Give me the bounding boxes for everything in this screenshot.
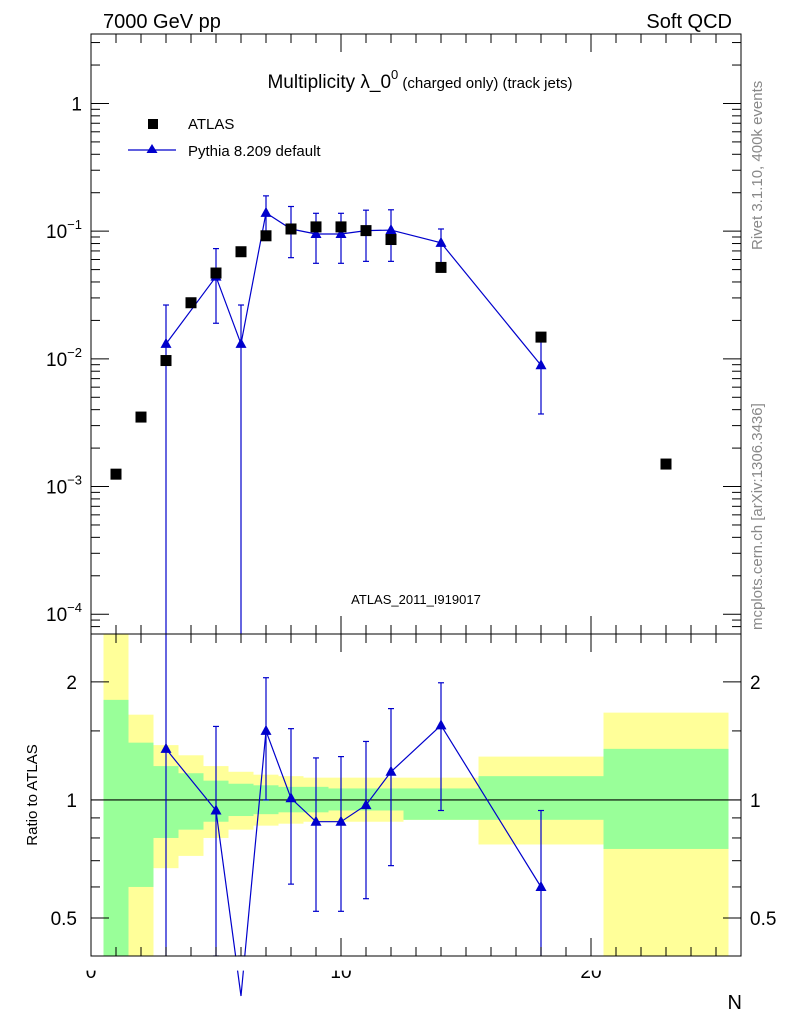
top-axis-ticks: 1 10−1 10−2 10−3 10−4	[46, 34, 742, 635]
header-right: Soft QCD	[646, 11, 732, 33]
ratio-green-band-1	[128, 742, 154, 887]
pythia-main-point	[160, 337, 172, 348]
atlas-point	[210, 267, 222, 279]
atlas-point	[160, 355, 172, 367]
plot-title-suffix: (charged only) (track jets)	[398, 75, 572, 92]
legend: ATLAS Pythia 8.209 default	[128, 116, 321, 160]
top-y-tick-label-3: 10−3	[46, 473, 82, 499]
atlas-point	[535, 331, 547, 343]
ratio-y-tick-label-left-0: 0.5	[51, 909, 77, 930]
pythia-ratio-point	[285, 792, 297, 803]
pythia-ratio-point	[260, 724, 272, 735]
ratio-plot-frame	[90, 633, 742, 957]
ratio-bottom-mask	[0, 956, 786, 971]
legend-marker-pythia	[146, 144, 158, 153]
ratio-y-tick-label-right-2: 2	[750, 673, 761, 694]
source-label: mcplots.cern.ch [arXiv:1306.3436]	[749, 403, 766, 630]
atlas-point	[660, 458, 672, 470]
chart-marks	[0, 195, 786, 997]
pythia-main-point	[235, 337, 247, 348]
pythia-ratio-point	[335, 815, 347, 826]
atlas-point	[360, 225, 372, 237]
atlas-point	[385, 234, 397, 246]
atlas-point	[335, 221, 347, 233]
pythia-main-point	[260, 206, 272, 217]
pythia-ratio-point	[210, 804, 222, 815]
plot-title-main: Multiplicity λ_0	[267, 72, 391, 93]
top-y-tick-label-4: 10−4	[46, 600, 82, 626]
pythia-main-point	[335, 228, 347, 239]
pythia-ratio-point	[310, 815, 322, 826]
ratio-green-band-14	[603, 748, 729, 849]
atlas-point	[285, 223, 297, 235]
pythia-ratio-point	[360, 799, 372, 810]
atlas-point	[435, 261, 447, 273]
atlas-point	[260, 230, 272, 242]
pythia-main-point	[535, 359, 547, 370]
plot-title: Multiplicity λ_00 (charged only) (track …	[267, 67, 572, 93]
legend-label-pythia: Pythia 8.209 default	[188, 143, 321, 160]
header-left: 7000 GeV pp	[103, 11, 221, 33]
ratio-x-tick-label-0: 0	[86, 962, 97, 983]
ratio-y-tick-label-right-0: 0.5	[750, 909, 776, 930]
pythia-main-point	[385, 224, 397, 235]
ratio-green-band-3	[178, 773, 204, 830]
ratio-y-tick-label-left-2: 2	[66, 673, 77, 694]
top-y-tick-label-0: 1	[71, 94, 82, 115]
top-y-tick-label-2: 10−2	[46, 345, 82, 371]
ratio-y-tick-label-right-1: 1	[750, 791, 761, 812]
ratio-y-tick-label-left-1: 1	[66, 791, 77, 812]
atlas-point	[110, 468, 122, 480]
pythia-main-point	[310, 228, 322, 239]
pythia-ratio-point	[535, 880, 547, 891]
pythia-ratio-point	[435, 719, 447, 730]
rivet-version-label: Rivet 3.1.10, 400k events	[749, 81, 766, 250]
x-axis-label: N	[728, 992, 742, 1014]
pythia-ratio-point	[160, 742, 172, 753]
pythia-main-point	[435, 236, 447, 247]
plot-title-sup: 0	[391, 67, 398, 82]
ratio-green-band-0	[103, 699, 129, 956]
atlas-point	[135, 411, 147, 423]
atlas-point	[235, 246, 247, 258]
analysis-watermark: ATLAS_2011_I919017	[351, 592, 481, 607]
legend-label-atlas: ATLAS	[188, 116, 234, 133]
ratio-bands	[103, 634, 729, 956]
atlas-point	[185, 297, 197, 309]
pythia-ratio-point	[385, 765, 397, 776]
pythia-main-line	[165, 211, 542, 366]
atlas-point	[310, 221, 322, 233]
top-y-tick-label-1: 10−1	[46, 217, 82, 243]
ratio-y-axis-label: Ratio to ATLAS	[24, 744, 41, 845]
legend-marker-atlas	[148, 119, 158, 129]
